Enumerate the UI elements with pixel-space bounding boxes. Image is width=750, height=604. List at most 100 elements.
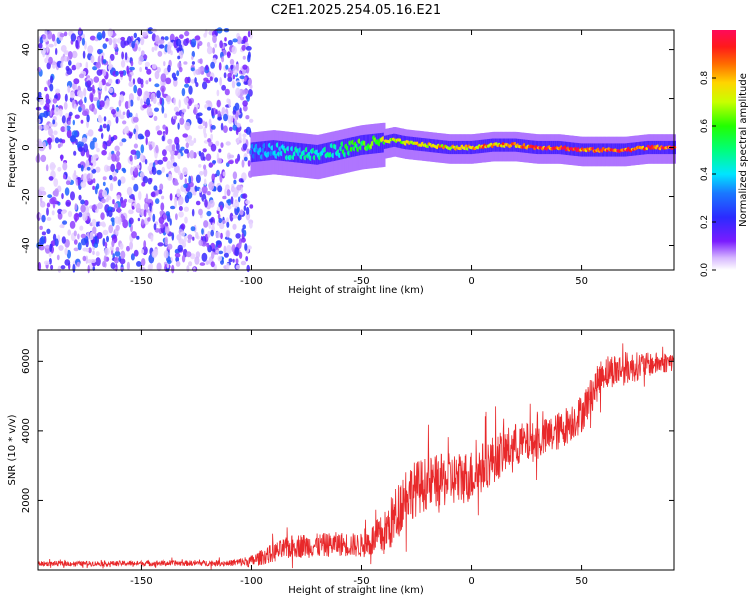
noise-speckle bbox=[138, 55, 145, 62]
noise-speckle bbox=[156, 130, 163, 136]
noise-speckle bbox=[61, 236, 66, 244]
spectrogram-y-tick-label: 0 bbox=[21, 144, 32, 150]
noise-speckle bbox=[83, 143, 88, 153]
noise-speckle bbox=[236, 137, 240, 145]
noise-speckle bbox=[206, 46, 213, 55]
noise-speckle bbox=[120, 59, 126, 68]
noise-speckle bbox=[190, 226, 196, 232]
noise-speckle bbox=[99, 221, 103, 227]
noise-speckle bbox=[173, 181, 179, 186]
noise-speckle bbox=[207, 230, 211, 238]
noise-speckle bbox=[73, 213, 80, 222]
noise-speckle bbox=[92, 178, 96, 184]
noise-speckle bbox=[242, 224, 246, 230]
noise-speckle bbox=[111, 153, 117, 162]
noise-speckle bbox=[202, 81, 208, 90]
noise-speckle bbox=[68, 111, 73, 117]
noise-speckle bbox=[132, 116, 139, 123]
noise-speckle bbox=[206, 210, 212, 217]
noise-speckle bbox=[70, 33, 77, 42]
noise-speckle bbox=[195, 174, 201, 184]
noise-speckle bbox=[215, 240, 222, 245]
noise-speckle bbox=[105, 197, 109, 203]
noise-speckle bbox=[208, 181, 215, 191]
noise-speckle bbox=[242, 133, 247, 138]
noise-speckle bbox=[170, 205, 176, 210]
noise-speckle bbox=[242, 104, 248, 112]
noise-speckle bbox=[199, 58, 203, 65]
noise-speckle bbox=[154, 45, 158, 51]
noise-speckle bbox=[120, 39, 126, 49]
noise-speckle bbox=[129, 155, 133, 162]
noise-speckle bbox=[112, 171, 117, 177]
noise-speckle bbox=[228, 238, 233, 244]
noise-speckle bbox=[205, 100, 212, 105]
noise-speckle bbox=[153, 223, 157, 231]
noise-speckle bbox=[216, 89, 220, 97]
noise-speckle bbox=[194, 35, 201, 41]
noise-speckle bbox=[171, 264, 175, 274]
noise-speckle bbox=[240, 260, 247, 266]
noise-speckle bbox=[140, 98, 143, 106]
noise-speckle bbox=[48, 56, 53, 65]
noise-speckle bbox=[226, 98, 230, 104]
noise-speckle bbox=[44, 86, 48, 92]
noise-speckle bbox=[44, 57, 49, 64]
noise-speckle bbox=[243, 205, 247, 212]
noise-speckle bbox=[200, 152, 205, 161]
noise-speckle bbox=[205, 79, 211, 84]
noise-speckle bbox=[46, 137, 53, 144]
noise-speckle bbox=[56, 254, 60, 261]
noise-speckle bbox=[102, 69, 107, 77]
noise-speckle bbox=[36, 118, 41, 124]
spectrogram-x-tick-label: 0 bbox=[468, 276, 474, 287]
noise-speckle bbox=[181, 254, 186, 263]
noise-speckle bbox=[108, 224, 114, 234]
noise-speckle bbox=[218, 250, 224, 255]
noise-speckle bbox=[102, 229, 109, 236]
noise-speckle bbox=[232, 214, 238, 219]
noise-speckle bbox=[85, 61, 89, 71]
noise-speckle bbox=[199, 262, 206, 266]
noise-speckle bbox=[157, 159, 164, 165]
noise-speckle bbox=[178, 201, 182, 206]
noise-speckle bbox=[77, 90, 83, 98]
noise-speckle bbox=[70, 191, 75, 201]
spectrogram-y-tick-label: 20 bbox=[21, 92, 32, 105]
noise-speckle bbox=[198, 164, 202, 168]
noise-speckle bbox=[242, 55, 246, 60]
noise-speckle bbox=[138, 191, 142, 201]
noise-speckle bbox=[130, 60, 134, 67]
noise-speckle bbox=[236, 184, 242, 191]
noise-speckle bbox=[182, 167, 188, 176]
noise-speckle bbox=[184, 121, 191, 131]
noise-speckle bbox=[247, 54, 251, 63]
noise-speckle bbox=[130, 166, 134, 176]
noise-speckle bbox=[246, 93, 251, 102]
colorbar: 0.0 0.2 0.4 0.6 0.8 Normalized spectral ampl… bbox=[700, 30, 749, 277]
noise-speckle bbox=[198, 208, 203, 216]
noise-speckle bbox=[188, 175, 192, 184]
noise-speckle bbox=[69, 135, 76, 143]
noise-speckle bbox=[60, 62, 64, 69]
noise-speckle bbox=[210, 133, 214, 141]
noise-speckle bbox=[175, 111, 181, 116]
noise-speckle bbox=[119, 114, 125, 120]
noise-speckle bbox=[90, 259, 97, 263]
noise-speckle bbox=[96, 99, 101, 109]
noise-speckle bbox=[184, 30, 190, 37]
noise-speckle bbox=[193, 137, 197, 144]
noise-speckle bbox=[71, 64, 77, 71]
noise-speckle bbox=[46, 202, 51, 208]
noise-speckle bbox=[95, 257, 101, 267]
noise-speckle bbox=[51, 196, 57, 204]
noise-speckle bbox=[89, 231, 94, 241]
noise-speckle bbox=[181, 241, 187, 248]
noise-speckle bbox=[181, 88, 186, 97]
noise-speckle bbox=[141, 218, 145, 226]
noise-speckle bbox=[171, 144, 176, 152]
noise-speckle bbox=[145, 80, 149, 85]
noise-speckle bbox=[232, 38, 238, 43]
noise-speckle bbox=[243, 80, 249, 86]
noise-speckle bbox=[92, 97, 99, 102]
